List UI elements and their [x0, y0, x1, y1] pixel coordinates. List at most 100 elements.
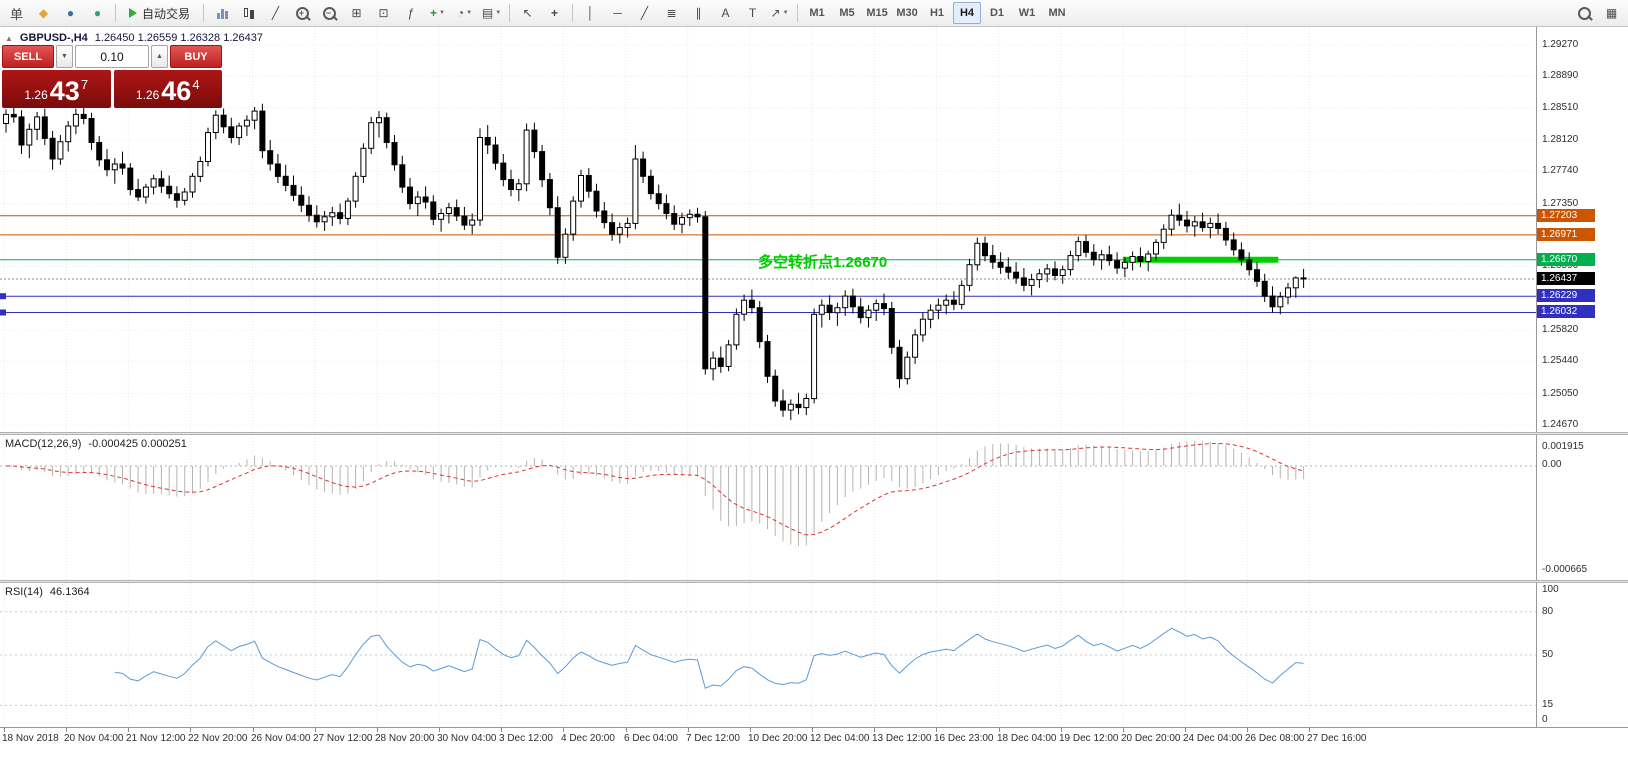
toolbar-separator	[115, 4, 116, 22]
channel-tool-icon[interactable]: ∥	[695, 6, 702, 20]
timeframe-button-m5[interactable]: M5	[839, 7, 855, 19]
time-axis-label: 27 Dec 16:00	[1307, 733, 1367, 744]
bar-chart-icon[interactable]	[209, 1, 234, 25]
buy-price-box[interactable]: 1.26 46 4	[113, 70, 222, 108]
time-axis-tick	[253, 728, 254, 732]
time-axis-tick	[936, 728, 937, 732]
trendline-tool-icon[interactable]: ╱	[640, 6, 649, 20]
time-axis-label: 16 Dec 23:00	[934, 733, 994, 744]
one-click-panel-toggle-icon[interactable]: ▲	[5, 33, 13, 43]
annotation-text[interactable]: 多空转折点1.26670	[758, 254, 888, 271]
price-axis-tick: 1.27740	[1542, 165, 1579, 176]
price-axis-tick: 1.25050	[1542, 388, 1579, 399]
rsi-axis-tick: 100	[1542, 584, 1559, 595]
volume-down-button[interactable]: ▼	[56, 45, 73, 68]
rsi-axis-tick: 15	[1542, 699, 1554, 710]
arrows-tool-icon[interactable]: ↗ ▼	[770, 6, 789, 20]
ohlc-info-line: ▲ GBPUSD-,H4 1.26450 1.26559 1.26328 1.2…	[5, 32, 263, 44]
time-axis-label: 4 Dec 20:00	[561, 733, 615, 744]
panel-splitter[interactable]	[0, 432, 1628, 435]
rsi-axis[interactable]: 100 80 50 15 0	[1536, 583, 1628, 727]
time-axis-tick	[1247, 728, 1248, 732]
new-order-icon[interactable]: ◆	[38, 6, 49, 20]
time-axis-label: 27 Nov 12:00	[313, 733, 373, 744]
timeframe-button-h4[interactable]: H4	[953, 2, 982, 24]
zoom-in-icon[interactable]: +	[290, 1, 315, 25]
price-axis-tick: 1.29270	[1542, 39, 1579, 50]
time-axis-tick	[4, 728, 5, 732]
macd-axis[interactable]: 0.001915 0.00 -0.000665	[1536, 435, 1628, 580]
price-level-box: 1.27203	[1537, 209, 1595, 222]
candlestick-chart-icon[interactable]	[236, 1, 261, 25]
time-axis-tick	[190, 728, 191, 732]
label-tool-icon[interactable]: T	[748, 6, 757, 20]
help-icon[interactable]: ●	[93, 6, 102, 20]
periods-button[interactable]: ◔ ▼	[456, 6, 473, 20]
fibonacci-tool-icon[interactable]: ≣	[666, 6, 677, 20]
panel-splitter[interactable]	[0, 580, 1628, 583]
volume-up-button[interactable]: ▲	[151, 45, 168, 68]
buy-button[interactable]: BUY	[170, 45, 222, 68]
crosshair-tool-icon[interactable]: +	[551, 6, 559, 20]
zoom-out-icon[interactable]: −	[317, 1, 342, 25]
price-axis-tick: 1.28510	[1542, 102, 1579, 113]
sell-price-box[interactable]: 1.26 43 7	[2, 70, 111, 108]
timeframe-button-m1[interactable]: M1	[809, 7, 825, 19]
time-axis-tick	[1061, 728, 1062, 732]
autotrading-button[interactable]: 自动交易	[121, 1, 198, 25]
order-menu-item[interactable]: 单	[4, 1, 29, 25]
timeframe-button-m30[interactable]: M30	[896, 7, 918, 19]
toolbar-separator	[509, 4, 511, 22]
ohlc-values: 1.26450 1.26559 1.26328 1.26437	[94, 32, 263, 44]
time-axis-tick	[1185, 728, 1186, 732]
horizontal-line-tool-icon[interactable]: ─	[613, 6, 622, 20]
time-axis-label: 3 Dec 12:00	[499, 733, 553, 744]
one-click-trading-panel: SELL ▼ ▲ BUY 1.26 43 7 1.26 46 4	[2, 45, 222, 108]
toolbar-separator	[203, 4, 205, 22]
macd-axis-tick: 0.001915	[1542, 441, 1584, 452]
timeframe-button-mn[interactable]: MN	[1048, 7, 1066, 19]
autotrading-label: 自动交易	[142, 6, 191, 21]
tile-windows-icon[interactable]: ⊞	[351, 6, 362, 20]
volume-input[interactable]	[75, 45, 149, 68]
macd-canvas[interactable]	[0, 435, 1536, 580]
price-axis-tick: 1.28120	[1542, 134, 1579, 145]
price-chart-canvas[interactable]	[0, 27, 1536, 432]
trade-prices-row: 1.26 43 7 1.26 46 4	[2, 70, 222, 108]
new-chart-button[interactable]: + ▼	[430, 6, 445, 20]
vertical-line-tool-icon[interactable]: │	[586, 6, 595, 20]
line-chart-icon[interactable]: ╱	[271, 6, 280, 20]
timeframe-button-w1[interactable]: W1	[1018, 7, 1036, 19]
time-axis-label: 6 Dec 04:00	[624, 733, 678, 744]
symbol-label: GBPUSD-,H4	[19, 32, 88, 44]
price-axis-tick: 1.25820	[1542, 324, 1579, 335]
price-axis-tick: 1.25440	[1542, 355, 1579, 366]
rsi-panel: RSI(14) 46.1364	[0, 583, 1536, 727]
timeframe-button-m15[interactable]: M15	[866, 7, 888, 19]
macd-header: MACD(12,26,9) -0.000425 0.000251	[5, 438, 187, 450]
templates-button[interactable]: ▤ ▼	[481, 6, 502, 20]
market-watch-icon[interactable]: ●	[66, 6, 75, 20]
search-icon[interactable]	[1572, 1, 1597, 25]
timeframe-button-h1[interactable]: H1	[929, 7, 945, 19]
sell-button[interactable]: SELL	[2, 45, 54, 68]
price-level-box: 1.26971	[1537, 228, 1595, 241]
time-axis-label: 12 Dec 04:00	[810, 733, 870, 744]
text-tool-icon[interactable]: A	[721, 6, 730, 20]
time-axis-tick	[1123, 728, 1124, 732]
cascade-windows-icon[interactable]: ⊡	[378, 6, 389, 20]
time-axis[interactable]: 18 Nov 2018 20 Nov 04:00 21 Nov 12:00 22 No…	[0, 727, 1628, 771]
time-axis-label: 19 Dec 12:00	[1059, 733, 1119, 744]
rsi-canvas[interactable]	[0, 583, 1536, 727]
chevron-down-icon: ▼	[466, 10, 473, 16]
time-axis-tick	[315, 728, 316, 732]
rsi-axis-tick: 50	[1542, 649, 1554, 660]
timeframe-button-d1[interactable]: D1	[989, 7, 1005, 19]
cursor-tool-icon[interactable]: ↖	[522, 6, 533, 20]
time-axis-label: 22 Nov 20:00	[188, 733, 248, 744]
price-axis[interactable]: 1.29270 1.28890 1.28510 1.28120 1.27740 1.273…	[1536, 27, 1628, 432]
time-axis-tick	[999, 728, 1000, 732]
data-window-icon[interactable]: ▦	[1605, 6, 1618, 20]
time-axis-label: 7 Dec 12:00	[686, 733, 740, 744]
indicators-icon[interactable]: ƒ	[407, 6, 414, 20]
